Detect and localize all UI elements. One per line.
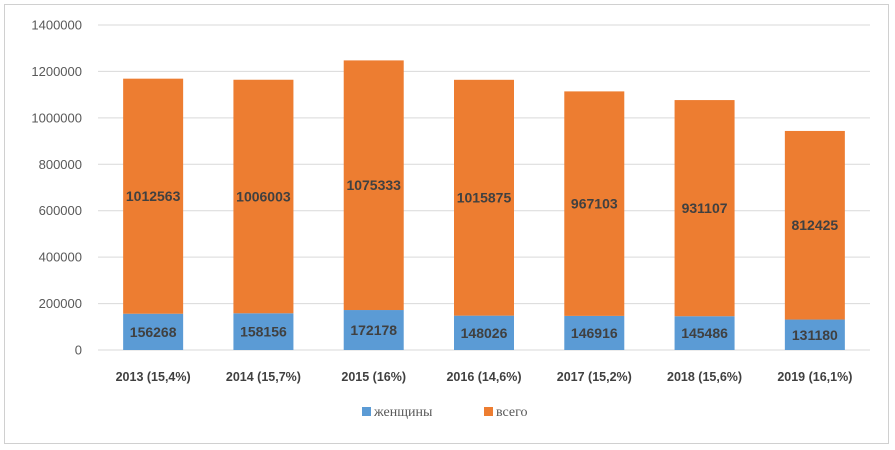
data-label: 172178 [350,322,397,338]
y-tick-label: 200000 [39,296,82,311]
bar-women [123,313,184,350]
y-axis-ticks: 0 200000 400000 600000 800000 1000000 1200000 1… [31,18,82,358]
legend: женщины всего [362,405,528,420]
bar-total [233,79,294,314]
x-category-label: 2014 (15,7%) [226,370,301,384]
data-label: 931107 [682,200,728,216]
x-category-label: 2019 (16,1%) [777,370,852,384]
x-category-label: 2017 (15,2%) [557,370,632,384]
y-tick-label: 0 [75,343,82,358]
data-label: 156268 [130,324,177,340]
data-label: 1015875 [457,190,512,206]
legend-swatch [484,407,493,416]
data-labels: 156268 1012563 158156 1006003 172178 1075333 1… [126,177,839,343]
bar-total [784,130,845,320]
y-tick-label: 600000 [39,203,82,218]
bar-total [343,60,404,311]
data-label: 158156 [240,324,287,340]
bar-women [784,319,845,350]
data-label: 146916 [571,325,618,341]
y-tick-label: 1000000 [31,110,82,125]
bar-women [454,315,514,350]
bar-women [674,316,735,350]
x-category-label: 2015 (16%) [341,370,406,384]
bar-women [564,315,625,350]
y-tick-label: 800000 [39,157,82,172]
data-label: 131180 [792,327,838,343]
bar-women [343,310,404,350]
x-axis-categories: 2013 (15,4%) 2014 (15,7%) 2015 (16%) 2016 (… [116,370,853,384]
bar-total [123,78,184,314]
x-category-label: 2016 (14,6%) [446,370,521,384]
x-category-label: 2018 (15,6%) [667,370,742,384]
legend-swatch [362,407,371,416]
data-label: 1006003 [236,189,291,205]
data-label: 1075333 [346,177,401,193]
bar-total [454,79,514,316]
bars [123,60,845,350]
x-category-label: 2013 (15,4%) [116,370,191,384]
y-tick-label: 1400000 [31,18,82,33]
data-label: 145486 [681,325,728,341]
bar-total [674,100,735,317]
bar-total [564,91,625,316]
y-tick-label: 1200000 [31,64,82,79]
y-tick-label: 400000 [39,250,82,265]
legend-label: женщины [373,405,433,420]
data-label: 1012563 [126,188,181,204]
data-label: 812425 [791,217,838,233]
legend-label: всего [496,405,528,420]
data-label: 967103 [571,196,618,212]
data-label: 148026 [461,325,508,341]
bar-women [233,313,294,350]
